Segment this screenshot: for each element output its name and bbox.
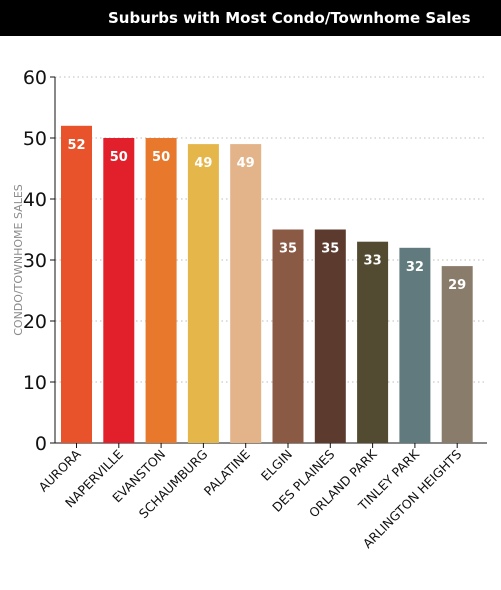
bar-des-plaines (314, 229, 346, 443)
y-tick-label: 60 (23, 67, 47, 89)
x-category-label: PALATINE (201, 446, 253, 498)
bar-orland-park (357, 241, 389, 443)
y-axis-label: CONDO/TOWNHOME SALES (12, 184, 25, 336)
bar-tinley-park (399, 247, 431, 443)
y-tick-label: 0 (35, 433, 47, 455)
y-tick-label: 10 (23, 372, 47, 394)
y-tick-label: 50 (23, 128, 47, 150)
bar-value-label: 32 (406, 260, 424, 275)
bar-value-label: 29 (448, 278, 466, 293)
x-category-labels: AURORANAPERVILLEEVANSTONSCHAUMBURGPALATI… (36, 446, 465, 551)
y-tick-label: 20 (23, 311, 47, 333)
bar-schaumburg (187, 144, 219, 443)
bar-palatine (230, 144, 262, 443)
bar-value-label: 35 (279, 242, 297, 257)
bar-value-label: 52 (67, 138, 85, 153)
y-tick-labels: 0 10 20 30 40 50 60 (23, 67, 47, 455)
y-tick-label: 30 (23, 250, 47, 272)
bar-value-label: 50 (110, 150, 128, 165)
bar-elgin (272, 229, 304, 443)
bar-value-label: 35 (321, 242, 339, 257)
chart-title: Suburbs with Most Condo/Townhome Sales (0, 0, 501, 36)
bar-naperville (103, 138, 135, 443)
bar-value-label: 49 (194, 156, 212, 171)
bar-aurora (61, 125, 92, 444)
bar-evanston (145, 138, 177, 443)
bar-value-label: 33 (364, 254, 382, 269)
bars: 52 50 50 49 49 35 35 33 32 29 (61, 125, 473, 444)
bar-arlington-heights (441, 266, 473, 443)
y-tick-label: 40 (23, 189, 47, 211)
x-category-label: ELGIN (258, 447, 295, 484)
bar-value-label: 50 (152, 150, 170, 165)
bar-value-label: 49 (237, 156, 255, 171)
